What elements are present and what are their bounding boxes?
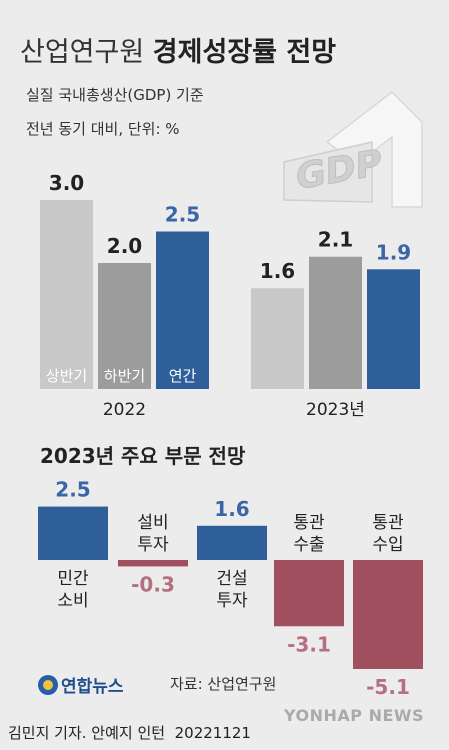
sector-bar-0 (38, 506, 108, 560)
value-label: 1.9 (376, 240, 411, 264)
sector-category-label: 통관 (372, 513, 403, 533)
bar-2022-하반기 (98, 263, 151, 389)
bar-2023년-상반기 (251, 288, 304, 389)
subtitle-unit: 전년 동기 대비, 단위: % (26, 120, 180, 138)
logo-text: 연합뉴스 (61, 677, 124, 697)
source-note: 자료: 산업연구원 (170, 675, 277, 693)
byline: 김민지 기자. 안예지 인턴 20221121 (8, 722, 251, 743)
yonhap-watermark: YONHAP NEWS (284, 706, 425, 725)
legend-label-하반기: 하반기 (104, 367, 145, 385)
sector-category-label: 민간 (57, 569, 89, 589)
sector-category-label: 수출 (293, 535, 324, 555)
value-label: 1.6 (260, 259, 295, 283)
sector-value-label: 2.5 (55, 478, 90, 502)
sector-bar-2 (197, 525, 267, 560)
sector-bar-3 (274, 560, 344, 627)
value-label: 3.0 (49, 171, 84, 195)
title-main: 경제성장률 전망 (152, 37, 337, 68)
page-title: 산업연구원 경제성장률 전망 (20, 30, 336, 69)
legend-label-연간: 연간 (169, 367, 197, 385)
x-tick-label: 2022 (103, 400, 146, 420)
bar-2023년-연간 (367, 269, 420, 389)
sector-value-label: -3.1 (287, 632, 331, 656)
value-label: 2.1 (318, 228, 353, 252)
title-source: 산업연구원 (20, 37, 145, 68)
bar-2022-연간 (156, 231, 209, 389)
subtitle-basis: 실질 국내총생산(GDP) 기준 (26, 86, 204, 104)
value-label: 2.5 (165, 203, 200, 227)
sector-category-label: 투자 (137, 535, 169, 555)
sector-category-label: 수입 (372, 535, 403, 555)
gdp-text: GDP (296, 141, 382, 199)
sector-bar-4 (353, 560, 423, 669)
sector-category-label: 투자 (216, 591, 248, 611)
sector-category-label: 설비 (137, 513, 168, 533)
yonhap-logo-icon (38, 674, 58, 695)
sector-category-label: 통관 (293, 513, 324, 533)
sector-category-label: 소비 (57, 591, 88, 611)
yonhap-logo: 연합뉴스 (38, 672, 124, 697)
sector-value-label: -5.1 (366, 675, 410, 699)
legend-label-상반기: 상반기 (46, 367, 87, 385)
sector-bar-1 (118, 560, 188, 567)
x-tick-label: 2023년 (306, 400, 365, 420)
byline-date: 20221121 (174, 724, 251, 742)
sector-value-label: 1.6 (214, 497, 249, 521)
value-label: 2.0 (107, 234, 142, 258)
bar-2023년-하반기 (309, 256, 362, 389)
section-title: 2023년 주요 부문 전망 (40, 444, 246, 468)
sector-value-label: -0.3 (131, 572, 175, 596)
sector-category-label: 건설 (216, 569, 247, 589)
bar-2022-상반기 (40, 200, 93, 389)
growth-rate-chart: 3.0 상반기 2.0 하반기 2.5 연간 2022 1.6 2.1 1.9 2023년 (40, 171, 420, 420)
gdp-arrow-illustration: GDP (283, 91, 423, 208)
byline-authors: 김민지 기자. 안예지 인턴 (8, 724, 166, 742)
